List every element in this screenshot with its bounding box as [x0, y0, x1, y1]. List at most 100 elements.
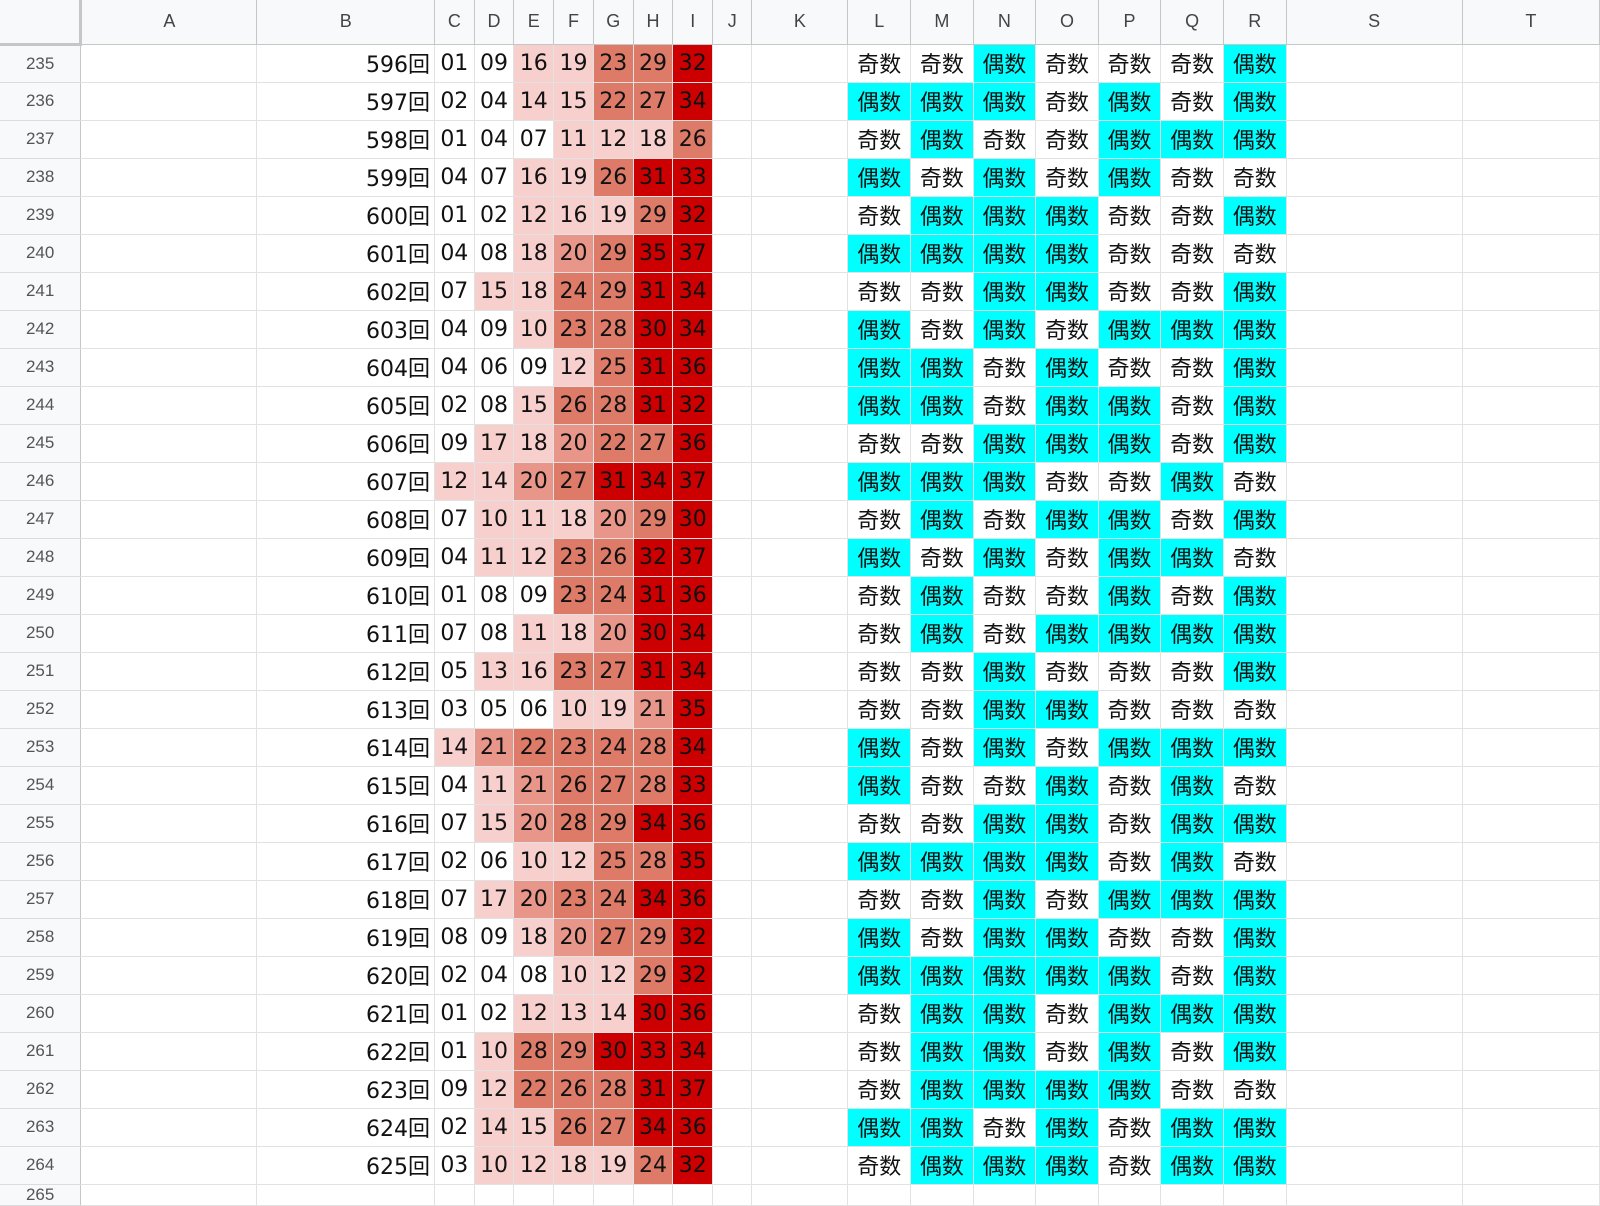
cell-lottery-number[interactable]: 04	[474, 82, 515, 121]
cell-lottery-number[interactable]: 30	[633, 994, 674, 1033]
cell-draw-number[interactable]: 603回	[256, 310, 435, 349]
cell-parity[interactable]: 奇数	[847, 880, 912, 919]
cell-lottery-number[interactable]: 05	[474, 690, 515, 729]
cell-parity[interactable]: 偶数	[1223, 1032, 1287, 1071]
row-header[interactable]: 247	[0, 500, 82, 539]
row-header[interactable]: 265	[0, 1184, 82, 1206]
cell-s[interactable]	[1286, 538, 1463, 577]
cell-draw-number[interactable]: 598回	[256, 120, 435, 159]
cell-s[interactable]	[1286, 576, 1463, 615]
cell-lottery-number[interactable]: 36	[672, 576, 714, 615]
cell[interactable]	[256, 1184, 435, 1206]
cell-parity[interactable]: 偶数	[1223, 272, 1287, 311]
cell-t[interactable]	[1462, 652, 1600, 691]
cell-parity[interactable]: 奇数	[847, 44, 912, 83]
column-header-h[interactable]: H	[633, 0, 674, 45]
cell-lottery-number[interactable]: 12	[513, 538, 555, 577]
cell-lottery-number[interactable]: 10	[474, 1032, 515, 1071]
cell-parity[interactable]: 偶数	[973, 1032, 1037, 1071]
cell-parity[interactable]: 奇数	[1098, 462, 1162, 501]
row-header[interactable]: 259	[0, 956, 82, 995]
cell-parity[interactable]: 奇数	[1160, 424, 1224, 463]
cell-draw-number[interactable]: 612回	[256, 652, 435, 691]
cell-parity[interactable]: 偶数	[973, 310, 1037, 349]
cell-parity[interactable]: 偶数	[1223, 500, 1287, 539]
cell-parity[interactable]: 奇数	[1160, 576, 1224, 615]
cell-k[interactable]	[751, 880, 849, 919]
cell-lottery-number[interactable]: 34	[672, 310, 714, 349]
cell-lottery-number[interactable]: 23	[553, 310, 594, 349]
cell-k[interactable]	[751, 500, 849, 539]
cell-s[interactable]	[1286, 310, 1463, 349]
row-header[interactable]: 250	[0, 614, 82, 653]
cell-draw-number[interactable]: 599回	[256, 158, 435, 197]
cell-parity[interactable]: 偶数	[1160, 1146, 1224, 1185]
column-header-k[interactable]: K	[751, 0, 849, 45]
cell-lottery-number[interactable]: 23	[553, 728, 594, 767]
cell-t[interactable]	[1462, 576, 1600, 615]
row-header[interactable]: 236	[0, 82, 82, 121]
cell-a[interactable]	[80, 1108, 258, 1147]
cell-parity[interactable]: 偶数	[847, 348, 912, 387]
cell-j[interactable]	[712, 196, 753, 235]
cell-j[interactable]	[712, 348, 753, 387]
cell-t[interactable]	[1462, 918, 1600, 957]
cell-parity[interactable]: 偶数	[910, 842, 974, 881]
cell-parity[interactable]: 偶数	[1223, 1108, 1287, 1147]
cell-lottery-number[interactable]: 07	[434, 500, 475, 539]
cell-k[interactable]	[751, 766, 849, 805]
cell-k[interactable]	[751, 690, 849, 729]
cell-lottery-number[interactable]: 01	[434, 1032, 475, 1071]
cell-lottery-number[interactable]: 24	[593, 728, 634, 767]
cell-lottery-number[interactable]: 17	[474, 880, 515, 919]
cell-parity[interactable]: 偶数	[973, 918, 1037, 957]
cell-draw-number[interactable]: 600回	[256, 196, 435, 235]
cell-t[interactable]	[1462, 1108, 1600, 1147]
cell-lottery-number[interactable]: 30	[593, 1032, 634, 1071]
cell-lottery-number[interactable]: 08	[474, 386, 515, 425]
cell-lottery-number[interactable]: 02	[434, 842, 475, 881]
cell-parity[interactable]: 偶数	[973, 804, 1037, 843]
cell-lottery-number[interactable]: 20	[593, 500, 634, 539]
cell-a[interactable]	[80, 44, 258, 83]
cell-parity[interactable]: 偶数	[910, 500, 974, 539]
cell-s[interactable]	[1286, 766, 1463, 805]
row-header[interactable]: 248	[0, 538, 82, 577]
cell-lottery-number[interactable]: 15	[474, 804, 515, 843]
cell-j[interactable]	[712, 310, 753, 349]
cell-a[interactable]	[80, 120, 258, 159]
cell-a[interactable]	[80, 196, 258, 235]
cell-lottery-number[interactable]: 29	[633, 196, 674, 235]
cell-draw-number[interactable]: 611回	[256, 614, 435, 653]
row-header[interactable]: 243	[0, 348, 82, 387]
cell-lottery-number[interactable]: 29	[553, 1032, 594, 1071]
row-header[interactable]: 260	[0, 994, 82, 1033]
cell-parity[interactable]: 偶数	[973, 994, 1037, 1033]
cell-s[interactable]	[1286, 82, 1463, 121]
row-header[interactable]: 252	[0, 690, 82, 729]
cell-lottery-number[interactable]: 10	[553, 956, 594, 995]
cell-lottery-number[interactable]: 35	[633, 234, 674, 273]
cell-parity[interactable]: 偶数	[1035, 424, 1099, 463]
cell-lottery-number[interactable]: 12	[593, 120, 634, 159]
cell-lottery-number[interactable]: 01	[434, 994, 475, 1033]
cell-lottery-number[interactable]: 12	[553, 348, 594, 387]
cell-parity[interactable]: 奇数	[910, 424, 974, 463]
cell-k[interactable]	[751, 386, 849, 425]
cell-parity[interactable]: 奇数	[1098, 918, 1162, 957]
cell-parity[interactable]: 偶数	[847, 538, 912, 577]
cell-parity[interactable]: 偶数	[1098, 424, 1162, 463]
cell-parity[interactable]: 奇数	[1160, 500, 1224, 539]
cell-lottery-number[interactable]: 08	[474, 234, 515, 273]
cell-s[interactable]	[1286, 158, 1463, 197]
cell-lottery-number[interactable]: 17	[474, 424, 515, 463]
cell[interactable]	[1462, 1184, 1600, 1206]
cell-parity[interactable]: 偶数	[847, 728, 912, 767]
cell-a[interactable]	[80, 348, 258, 387]
cell-lottery-number[interactable]: 09	[474, 44, 515, 83]
cell[interactable]	[553, 1184, 594, 1206]
cell-k[interactable]	[751, 1146, 849, 1185]
cell-lottery-number[interactable]: 30	[633, 310, 674, 349]
cell-t[interactable]	[1462, 196, 1600, 235]
cell-lottery-number[interactable]: 20	[553, 234, 594, 273]
